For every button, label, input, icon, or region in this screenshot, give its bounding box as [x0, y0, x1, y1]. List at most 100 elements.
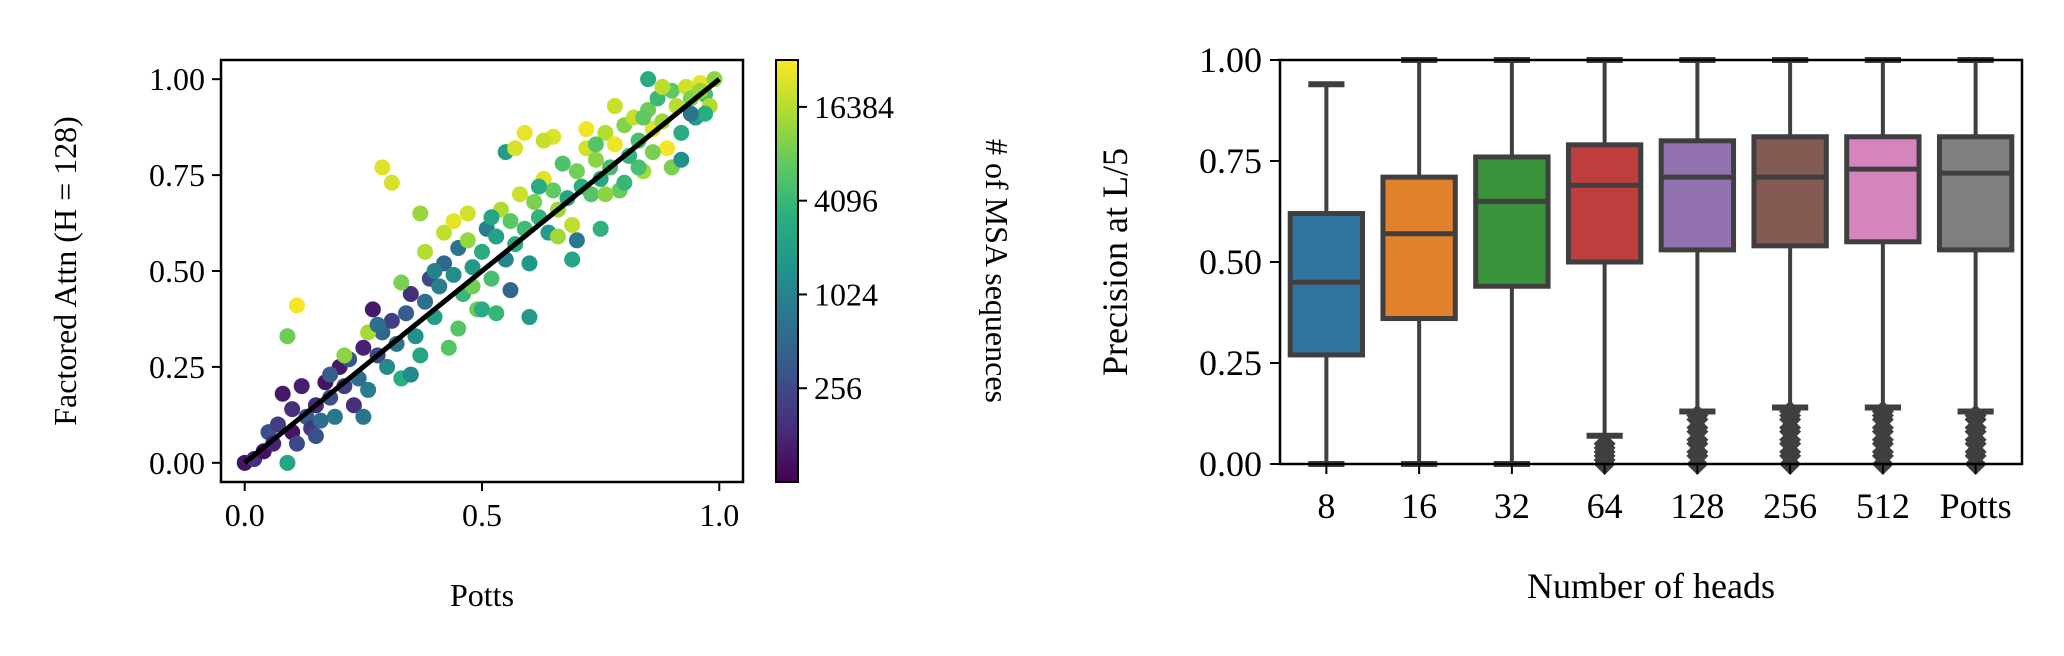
- scatter-point: [564, 216, 581, 233]
- scatter-point: [521, 255, 538, 272]
- scatter-point: [578, 121, 595, 138]
- scatter-point: [402, 286, 419, 303]
- scatter-point: [364, 301, 381, 318]
- box-body: [1380, 174, 1458, 322]
- scatter-point: [673, 124, 690, 141]
- scatter-y-ticks: 0.00 0.25 0.50 0.75 1.00: [149, 61, 221, 481]
- scatter-point: [293, 378, 310, 395]
- scatter-point: [274, 385, 291, 402]
- box-x-tick-label: Potts: [1940, 486, 2012, 526]
- scatter-point: [568, 232, 585, 249]
- scatter-point: [606, 98, 623, 115]
- colorbar-tick-label: 16384: [814, 89, 894, 125]
- scatter-x-ticks: 0.0 0.5 1.0: [225, 482, 739, 533]
- outlier-marker: [1686, 404, 1709, 427]
- scatter-y-tick-label: 0.50: [149, 253, 205, 289]
- scatter-point: [417, 243, 434, 260]
- scatter-point: [640, 71, 657, 88]
- identity-line: [243, 77, 721, 465]
- scatter-y-tick-label: 1.00: [149, 61, 205, 97]
- scatter-point: [383, 174, 400, 191]
- box-x-ticks: 8 16 32 64 128 256 512 Potts: [1317, 464, 2012, 526]
- scatter-point: [369, 316, 386, 333]
- scatter-point: [526, 193, 543, 210]
- scatter-point: [326, 408, 343, 425]
- scatter-point: [516, 124, 533, 141]
- scatter-point: [564, 251, 581, 268]
- scatter-point: [279, 328, 296, 345]
- scatter-point: [445, 266, 462, 283]
- box-x-tick-label: 128: [1670, 486, 1724, 526]
- colorbar-tick-label: 1024: [814, 276, 878, 312]
- colorbar-label: # of MSA sequences: [979, 139, 1015, 403]
- scatter-point: [398, 305, 415, 322]
- scatter-point: [483, 209, 500, 226]
- scatter-point: [587, 136, 604, 153]
- scatter-point: [545, 182, 562, 199]
- box-y-ticks: 0.00 0.25 0.50 0.75 1.00: [1199, 40, 1280, 484]
- box-chart: 8 16 32 64 128 256 512 Potts 0.00 0.25 0.50 0.75 1.…: [1095, 40, 2024, 606]
- scatter-x-tick-label: 0.5: [462, 497, 502, 533]
- scatter-point: [355, 339, 372, 356]
- scatter-point: [483, 270, 500, 287]
- box-y-tick-label: 0.50: [1199, 242, 1262, 282]
- box-x-tick-label: 16: [1401, 486, 1437, 526]
- scatter-point: [459, 232, 476, 249]
- box-x-tick-label: 64: [1587, 486, 1623, 526]
- outlier-marker: [1964, 404, 1987, 427]
- scatter-point: [279, 454, 296, 471]
- scatter-point: [440, 339, 457, 356]
- scatter-x-axis-label: Potts: [450, 577, 514, 613]
- scatter-point: [507, 140, 524, 157]
- scatter-point: [474, 301, 490, 318]
- box-8: [1287, 81, 1366, 467]
- scatter-point: [426, 263, 443, 279]
- box-64: [1565, 57, 1644, 475]
- box-y-tick-label: 0.25: [1199, 343, 1262, 383]
- scatter-y-tick-label: 0.00: [149, 445, 205, 481]
- scatter-point: [336, 347, 353, 364]
- scatter-y-tick-label: 0.75: [149, 157, 205, 193]
- scatter-point: [284, 401, 301, 418]
- scatter-point: [635, 109, 652, 126]
- scatter-point: [360, 381, 377, 398]
- scatter-x-tick-label: 1.0: [699, 497, 739, 533]
- scatter-point: [464, 259, 481, 276]
- scatter-point: [549, 228, 566, 245]
- scatter-point: [511, 186, 528, 203]
- scatter-point: [269, 416, 286, 433]
- scatter-point: [383, 312, 400, 329]
- scatter-point: [597, 124, 614, 141]
- scatter-point: [374, 159, 391, 176]
- scatter-point: [488, 228, 505, 245]
- box-body: [1936, 134, 2015, 253]
- box-32: [1473, 57, 1551, 467]
- scatter-point: [445, 213, 462, 230]
- scatter-point: [459, 205, 476, 222]
- scatter-point: [436, 224, 453, 241]
- scatter-point: [431, 278, 448, 295]
- colorbar-tick-label: 4096: [814, 183, 878, 219]
- scatter-point: [345, 397, 362, 414]
- scatter-point: [307, 427, 324, 444]
- box-body: [1565, 142, 1644, 265]
- box-Potts: [1936, 57, 2015, 475]
- box-128: [1658, 57, 1737, 475]
- outlier-marker: [1593, 432, 1616, 455]
- scatter-point: [417, 293, 434, 310]
- scatter-point: [312, 412, 329, 429]
- scatter-point: [587, 151, 604, 168]
- scatter-point: [616, 174, 633, 191]
- box-body: [1844, 134, 1922, 245]
- colorbar: 256 1024 4096 16384 # of MSA sequences: [775, 59, 1015, 483]
- scatter-point: [530, 178, 547, 195]
- scatter-x-tick-label: 0.0: [225, 497, 265, 533]
- scatter-chart: 0.0 0.5 1.0 0.00 0.25 0.50 0.75 1.00 Potts Fac…: [47, 58, 745, 613]
- box-x-tick-label: 8: [1317, 486, 1335, 526]
- colorbar-tick-label: 256: [814, 370, 862, 406]
- scatter-y-axis-label: Factored Attn (H = 128): [47, 116, 83, 426]
- box-body: [1658, 138, 1737, 253]
- scatter-point: [583, 186, 600, 203]
- scatter-point: [502, 213, 519, 230]
- scatter-point: [402, 366, 419, 383]
